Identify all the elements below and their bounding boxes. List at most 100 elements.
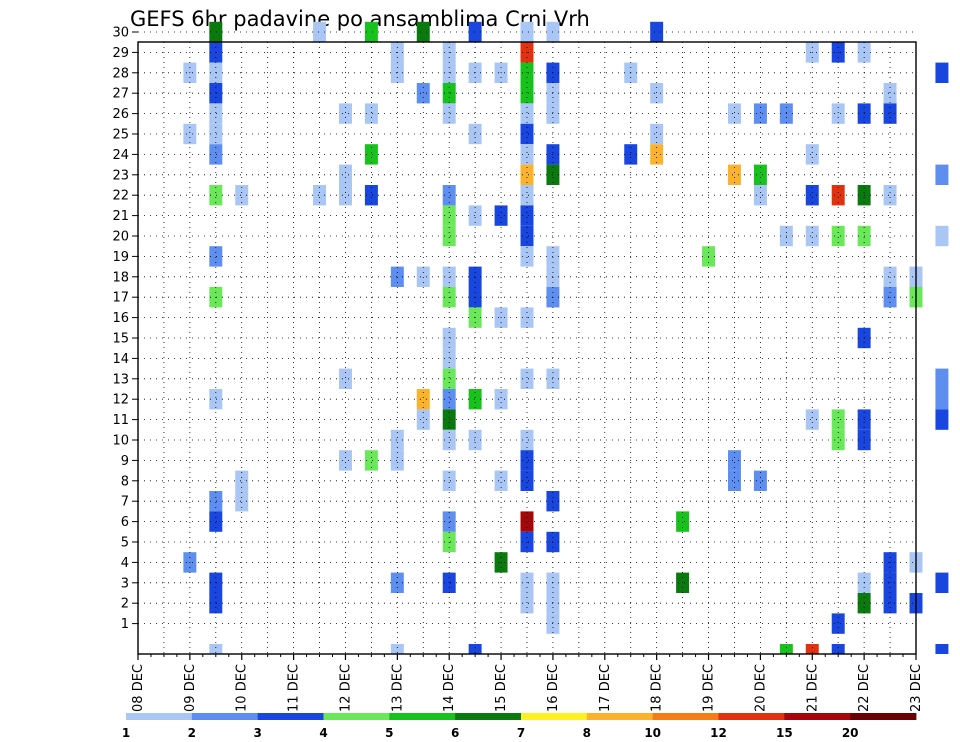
precip-cell: [442, 409, 456, 430]
precip-cell: [209, 144, 223, 165]
precip-cell: [209, 644, 223, 654]
precip-cell: [520, 205, 534, 226]
y-tick-label: 11: [112, 413, 129, 428]
precip-cell: [520, 511, 534, 532]
y-tick-label: 25: [112, 128, 129, 143]
precip-cell: [364, 185, 378, 206]
precip-cell: [209, 21, 223, 43]
precip-cell: [831, 644, 845, 654]
y-tick-label: 14: [112, 352, 129, 367]
precip-cell: [442, 389, 456, 410]
precip-cell: [390, 266, 404, 287]
x-tick-label: 18 DEC: [650, 664, 665, 712]
colorbar-swatch: [323, 713, 390, 720]
precip-cell: [209, 185, 223, 206]
precip-cell: [468, 205, 482, 226]
precip-cell: [753, 103, 767, 124]
precip-cell: [935, 389, 949, 410]
precip-cell: [442, 83, 456, 104]
y-tick-label: 10: [112, 434, 129, 449]
y-tick-label: 4: [121, 556, 129, 571]
colorbar-label: 7: [517, 726, 525, 740]
y-tick-label: 28: [112, 66, 129, 81]
colorbar-swatch: [718, 713, 785, 720]
precip-cell: [235, 185, 249, 206]
precip-cell: [390, 429, 404, 451]
precip-cell: [209, 491, 223, 512]
precip-cell: [883, 266, 897, 287]
precip-cell: [753, 470, 767, 491]
precip-cell: [338, 164, 352, 185]
precip-cell: [364, 103, 378, 124]
colorbar-label: 2: [188, 726, 196, 740]
precip-cell: [442, 368, 456, 389]
precip-cell: [313, 185, 327, 206]
x-tick-label: 20 DEC: [753, 664, 768, 712]
colorbar-swatch: [521, 713, 588, 720]
precip-cell: [520, 83, 534, 104]
y-axis: 1234567891011121314151617181920212223242…: [112, 26, 138, 632]
x-tick-label: 17 DEC: [598, 664, 613, 712]
precip-cell: [779, 644, 793, 654]
colorbar-label: 20: [842, 726, 859, 740]
precip-cell: [935, 225, 949, 247]
y-tick-label: 2: [121, 597, 129, 612]
precip-cell: [364, 144, 378, 165]
precip-cell: [209, 103, 223, 124]
precip-cell: [442, 205, 456, 226]
precip-cell: [753, 185, 767, 206]
precip-cell: [468, 389, 482, 410]
y-tick-label: 12: [112, 393, 129, 408]
precip-cell: [416, 83, 430, 104]
y-tick-label: 21: [112, 209, 129, 224]
colorbar-label: 8: [583, 726, 591, 740]
precip-cell: [390, 644, 404, 654]
precip-cell: [520, 144, 534, 165]
precip-cell: [364, 450, 378, 471]
y-tick-label: 23: [112, 168, 129, 183]
precip-cell: [831, 429, 845, 451]
precip-cell: [935, 572, 949, 593]
precip-cell: [520, 470, 534, 491]
precip-cell: [831, 613, 845, 634]
precip-cell: [520, 123, 534, 145]
precip-cell: [338, 368, 352, 389]
precip-cell: [520, 164, 534, 185]
colorbar-label: 10: [644, 726, 661, 740]
colorbar-swatch: [586, 713, 654, 720]
x-tick-label: 08 DEC: [131, 664, 146, 712]
y-tick-label: 27: [112, 87, 129, 102]
precip-cell: [805, 225, 819, 247]
x-tick-label: 10 DEC: [235, 664, 250, 712]
x-tick-label: 19 DEC: [702, 664, 717, 712]
precip-cell: [805, 409, 819, 430]
y-tick-label: 7: [121, 495, 129, 510]
chart-title: GEFS 6hr padavine po ansamblima Crni Vrh: [130, 7, 590, 31]
precip-cell: [883, 103, 897, 124]
y-tick-label: 6: [121, 515, 129, 530]
precip-cell: [442, 185, 456, 206]
y-tick-label: 26: [112, 107, 129, 122]
precip-cell: [727, 164, 741, 185]
precip-cell: [520, 593, 534, 614]
precip-cell: [416, 389, 430, 410]
precip-cell: [494, 389, 508, 410]
y-tick-label: 22: [112, 189, 129, 204]
dotted-grid: [138, 31, 916, 654]
precip-cell: [338, 185, 352, 206]
precip-cell: [416, 21, 430, 43]
precip-cell: [235, 470, 249, 491]
precip-cell: [520, 225, 534, 247]
precip-cell: [935, 164, 949, 185]
y-tick-label: 16: [112, 311, 129, 326]
precip-cell: [520, 429, 534, 451]
x-tick-label: 13 DEC: [390, 664, 405, 712]
y-tick-label: 19: [112, 250, 129, 265]
y-tick-label: 18: [112, 270, 129, 285]
precip-cell: [209, 246, 223, 267]
y-tick-label: 1: [121, 617, 129, 632]
precip-cell: [416, 409, 430, 430]
precip-cell: [313, 21, 327, 43]
x-tick-label: 14 DEC: [442, 664, 457, 712]
